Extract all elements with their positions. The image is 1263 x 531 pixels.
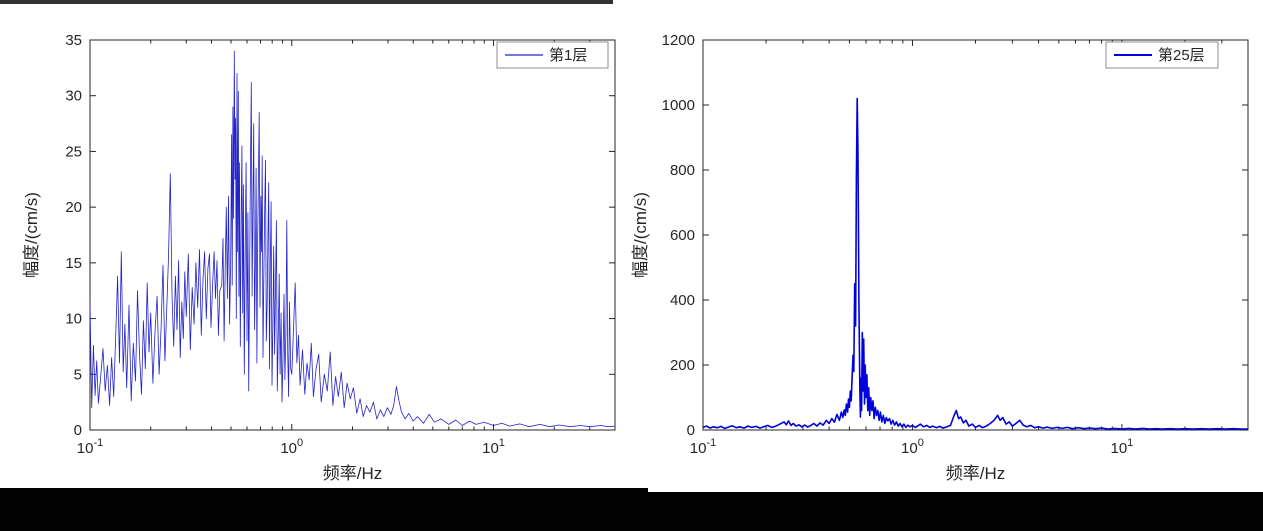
- y-tick-label: 20: [65, 199, 82, 216]
- y-axis-label: 幅度/(cm/s): [631, 192, 650, 278]
- y-tick-label: 1000: [662, 97, 695, 114]
- spectrum-charts: 10-1 100 101 0 5 10 15 20 25 30 35 频率/Hz 幅度/(cm/s) 第1…: [22, 32, 1249, 483]
- top-black-bar: [0, 0, 613, 4]
- y-tick-label: 0: [74, 422, 82, 439]
- x-tick-label: 10-1: [77, 437, 103, 457]
- x-tick-label: 101: [1110, 437, 1133, 457]
- y-tick-label: 35: [65, 32, 82, 49]
- x-tick-label: 101: [482, 437, 505, 457]
- legend: 第1层: [496, 41, 609, 69]
- series-line: [89, 50, 616, 428]
- x-tick-label: 10-1: [690, 437, 716, 457]
- y-tick-label: 0: [687, 422, 695, 439]
- bottom-black-bar-left: [0, 488, 648, 531]
- chart-left: 10-1 100 101 0 5 10 15 20 25 30 35 频率/Hz 幅度/(cm/s) 第1…: [22, 32, 616, 483]
- x-tick-label: 100: [901, 437, 924, 457]
- y-tick-label: 25: [65, 143, 82, 160]
- legend: 第25层: [1105, 41, 1219, 69]
- y-tick-label: 30: [65, 88, 82, 105]
- y-tick-label: 800: [670, 162, 695, 179]
- y-tick-label: 600: [670, 227, 695, 244]
- y-tick-label: 400: [670, 292, 695, 309]
- y-tick-label: 200: [670, 357, 695, 374]
- chart-right: 10-1 100 101 0 200 400 600 800 1000 1200 频率/Hz 幅度/(…: [631, 32, 1249, 483]
- x-axis-label: 频率/Hz: [946, 464, 1006, 483]
- y-tick-label: 1200: [662, 32, 695, 49]
- series-line: [702, 97, 1248, 430]
- y-axis-label: 幅度/(cm/s): [22, 192, 41, 278]
- x-tick-label: 100: [280, 437, 303, 457]
- axes-box: [702, 39, 1249, 431]
- legend-label: 第1层: [549, 46, 587, 64]
- y-tick-label: 10: [65, 311, 82, 328]
- legend-label: 第25层: [1158, 46, 1205, 64]
- y-tick-label: 15: [65, 255, 82, 272]
- y-tick-label: 5: [74, 366, 82, 383]
- x-axis-label: 频率/Hz: [323, 464, 383, 483]
- bottom-black-bar-right: [648, 492, 1263, 531]
